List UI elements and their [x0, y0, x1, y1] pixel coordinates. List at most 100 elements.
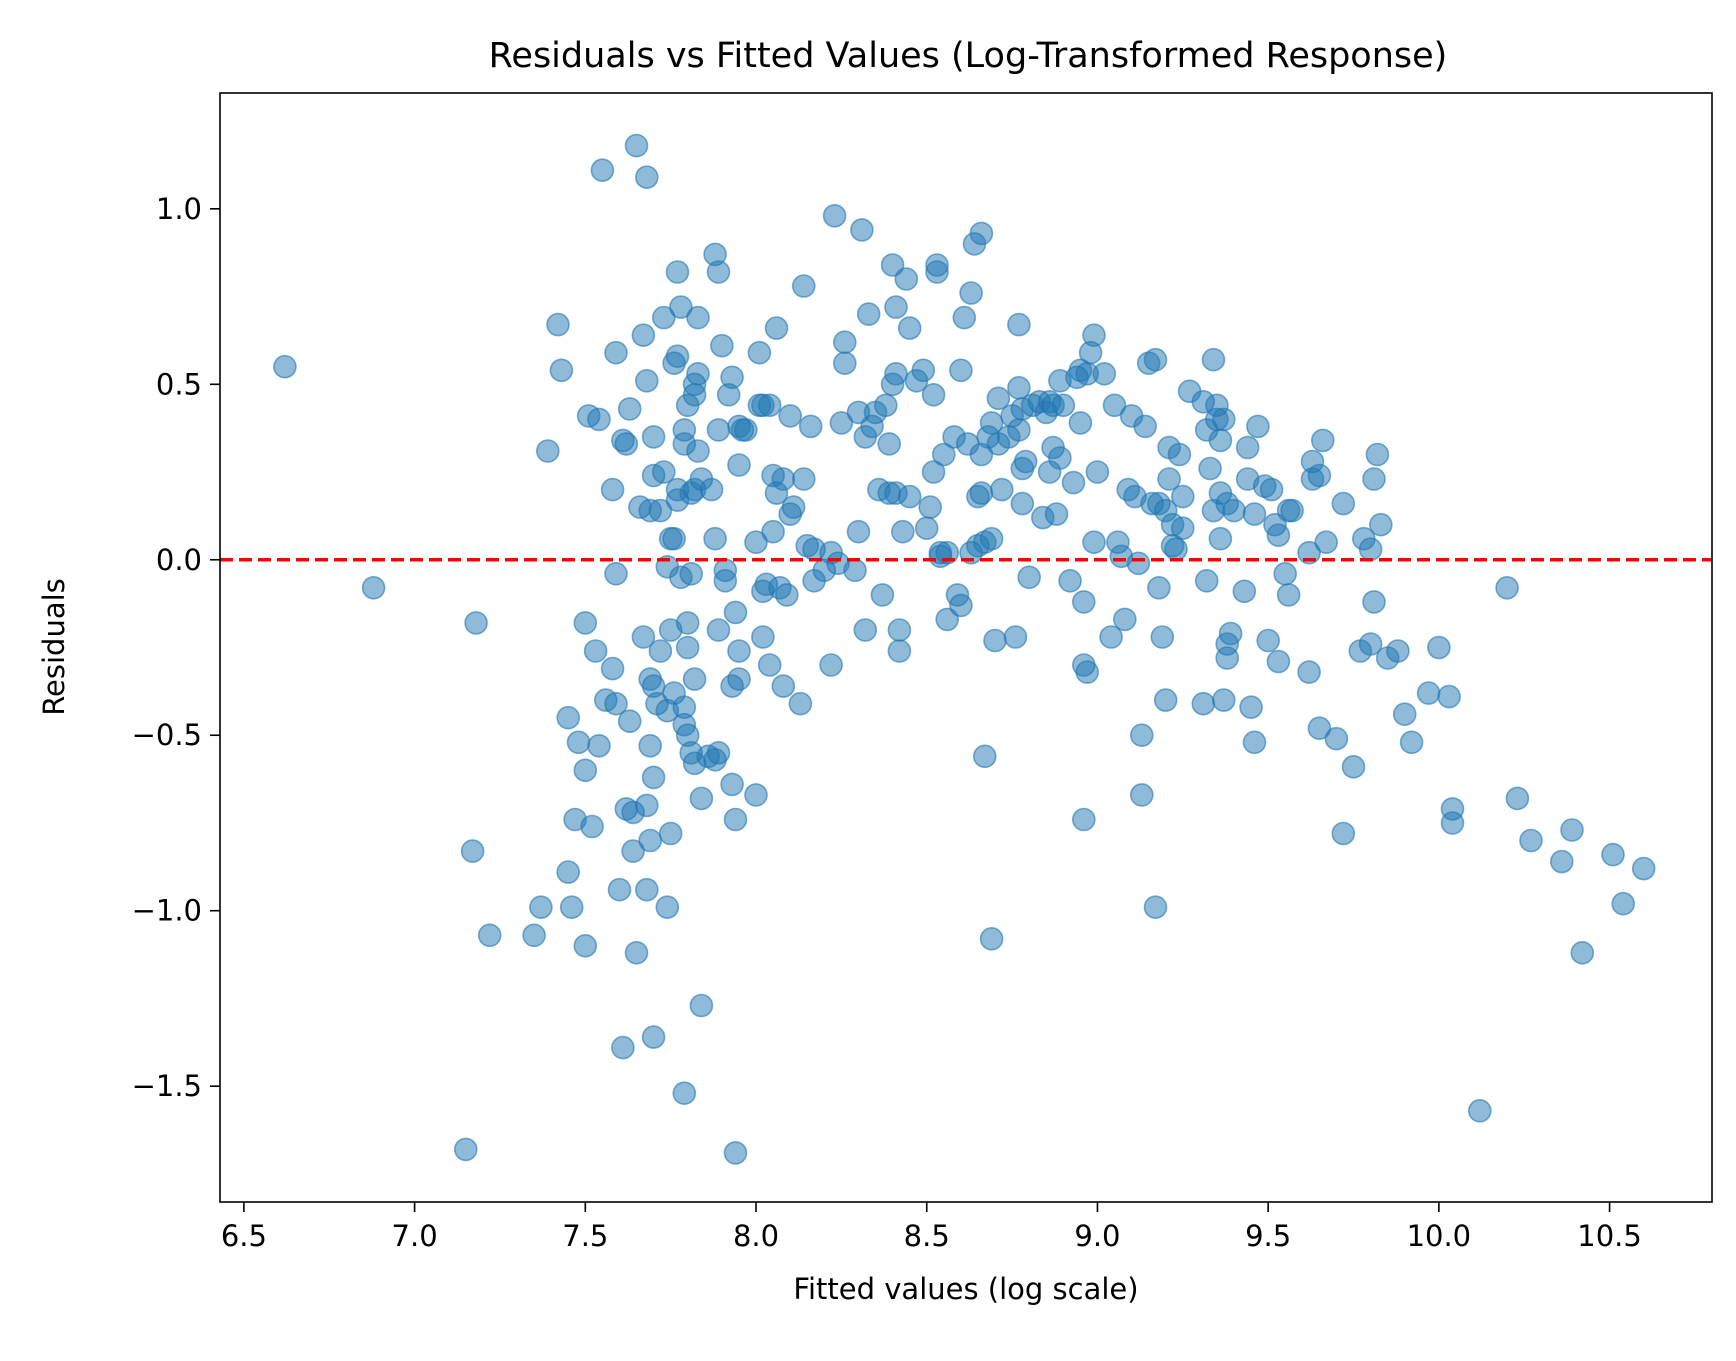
data-point-105: [703, 526, 727, 551]
data-point-0: [273, 354, 297, 379]
data-point-359: [1505, 786, 1530, 811]
data-point-324: [1273, 561, 1297, 586]
y-axis-label: Residuals: [37, 578, 71, 716]
data-point-354: [1437, 684, 1461, 709]
data-point-282: [1153, 688, 1178, 712]
data-point-82: [672, 1081, 697, 1105]
data-point-251: [1068, 411, 1093, 435]
y-tick-label: 0.0: [156, 543, 202, 577]
data-point-284: [1157, 467, 1181, 491]
data-point-309: [1218, 621, 1243, 646]
data-point-356: [1440, 811, 1465, 835]
data-point-122: [727, 639, 751, 663]
data-point-288: [1167, 442, 1192, 467]
data-point-311: [1232, 579, 1257, 604]
data-point-310: [1222, 498, 1246, 523]
data-point-246: [1051, 393, 1076, 418]
data-point-130: [751, 625, 775, 649]
data-point-7: [529, 895, 553, 920]
y-tick-label: 0.5: [156, 367, 202, 401]
data-point-115: [720, 772, 744, 797]
data-point-142: [771, 674, 796, 698]
data-point-40: [624, 940, 649, 965]
data-point-223: [989, 477, 1014, 502]
data-point-177: [880, 253, 905, 277]
data-point-147: [788, 691, 813, 716]
data-point-317: [1246, 414, 1270, 439]
data-point-1: [361, 575, 386, 600]
data-point-255: [1075, 660, 1099, 684]
data-point-214: [972, 744, 997, 769]
x-axis-label: Fitted values (log scale): [793, 1272, 1138, 1306]
data-point-188: [911, 358, 936, 383]
data-point-314: [1239, 695, 1263, 720]
data-point-301: [1208, 526, 1233, 551]
data-point-136: [761, 519, 785, 544]
data-point-349: [1386, 639, 1410, 663]
data-point-272: [1130, 723, 1154, 748]
data-point-5: [477, 923, 502, 948]
data-point-358: [1495, 575, 1519, 600]
data-point-347: [1369, 512, 1393, 537]
data-point-343: [1358, 632, 1383, 656]
data-point-338: [1331, 821, 1356, 846]
data-point-99: [689, 993, 714, 1018]
data-point-117: [723, 1141, 748, 1165]
x-tick-label: 9.5: [1245, 1219, 1291, 1253]
data-point-220: [983, 628, 1007, 653]
data-point-319: [1256, 628, 1280, 653]
data-point-326: [1276, 583, 1301, 607]
points-layer: [273, 133, 1656, 1165]
data-point-217: [979, 411, 1004, 435]
x-tick-label: 10.5: [1577, 1219, 1642, 1253]
data-point-270: [1126, 551, 1151, 576]
data-point-194: [925, 253, 949, 277]
data-point-43: [631, 625, 656, 649]
data-point-287: [1164, 537, 1188, 562]
data-point-185: [897, 484, 922, 509]
data-point-26: [600, 656, 625, 681]
data-point-146: [781, 495, 806, 519]
x-tick-label: 8.5: [904, 1219, 950, 1253]
data-point-119: [723, 807, 748, 832]
data-point-345: [1362, 467, 1386, 491]
x-axis: 6.5 7.0 7.5 8.0 8.5 9.0 9.5 10.0 10.5: [221, 1202, 1642, 1253]
data-point-213: [969, 481, 994, 505]
data-point-184: [894, 267, 919, 291]
data-point-156: [819, 653, 843, 677]
data-point-248: [1061, 470, 1086, 495]
data-point-129: [747, 340, 772, 365]
data-point-186: [897, 316, 922, 340]
data-point-273: [1133, 414, 1157, 439]
data-point-27: [600, 477, 625, 502]
data-point-337: [1331, 491, 1356, 516]
data-point-290: [1171, 516, 1195, 541]
data-point-175: [877, 432, 902, 456]
data-point-183: [890, 519, 915, 544]
data-point-102: [699, 477, 724, 502]
data-point-36: [617, 397, 642, 421]
data-point-45: [634, 877, 659, 902]
data-point-258: [1082, 323, 1106, 348]
data-point-97: [686, 361, 710, 386]
data-point-85: [675, 611, 700, 635]
data-point-60: [648, 498, 673, 523]
data-point-363: [1570, 940, 1595, 965]
data-point-47: [634, 368, 659, 393]
data-point-159: [829, 411, 854, 435]
data-point-48: [634, 165, 659, 189]
data-point-49: [638, 828, 663, 853]
data-point-118: [723, 600, 748, 625]
x-tick-label: 9.0: [1074, 1219, 1120, 1253]
data-point-231: [1010, 491, 1035, 516]
data-point-160: [832, 351, 857, 376]
data-point-244: [1048, 446, 1072, 470]
data-point-172: [870, 583, 895, 607]
data-point-289: [1171, 484, 1195, 509]
data-point-336: [1324, 726, 1349, 751]
data-point-163: [846, 519, 871, 544]
data-point-266: [1113, 607, 1137, 632]
data-point-39: [621, 839, 645, 863]
data-point-360: [1519, 828, 1543, 853]
data-point-261: [1092, 361, 1117, 386]
